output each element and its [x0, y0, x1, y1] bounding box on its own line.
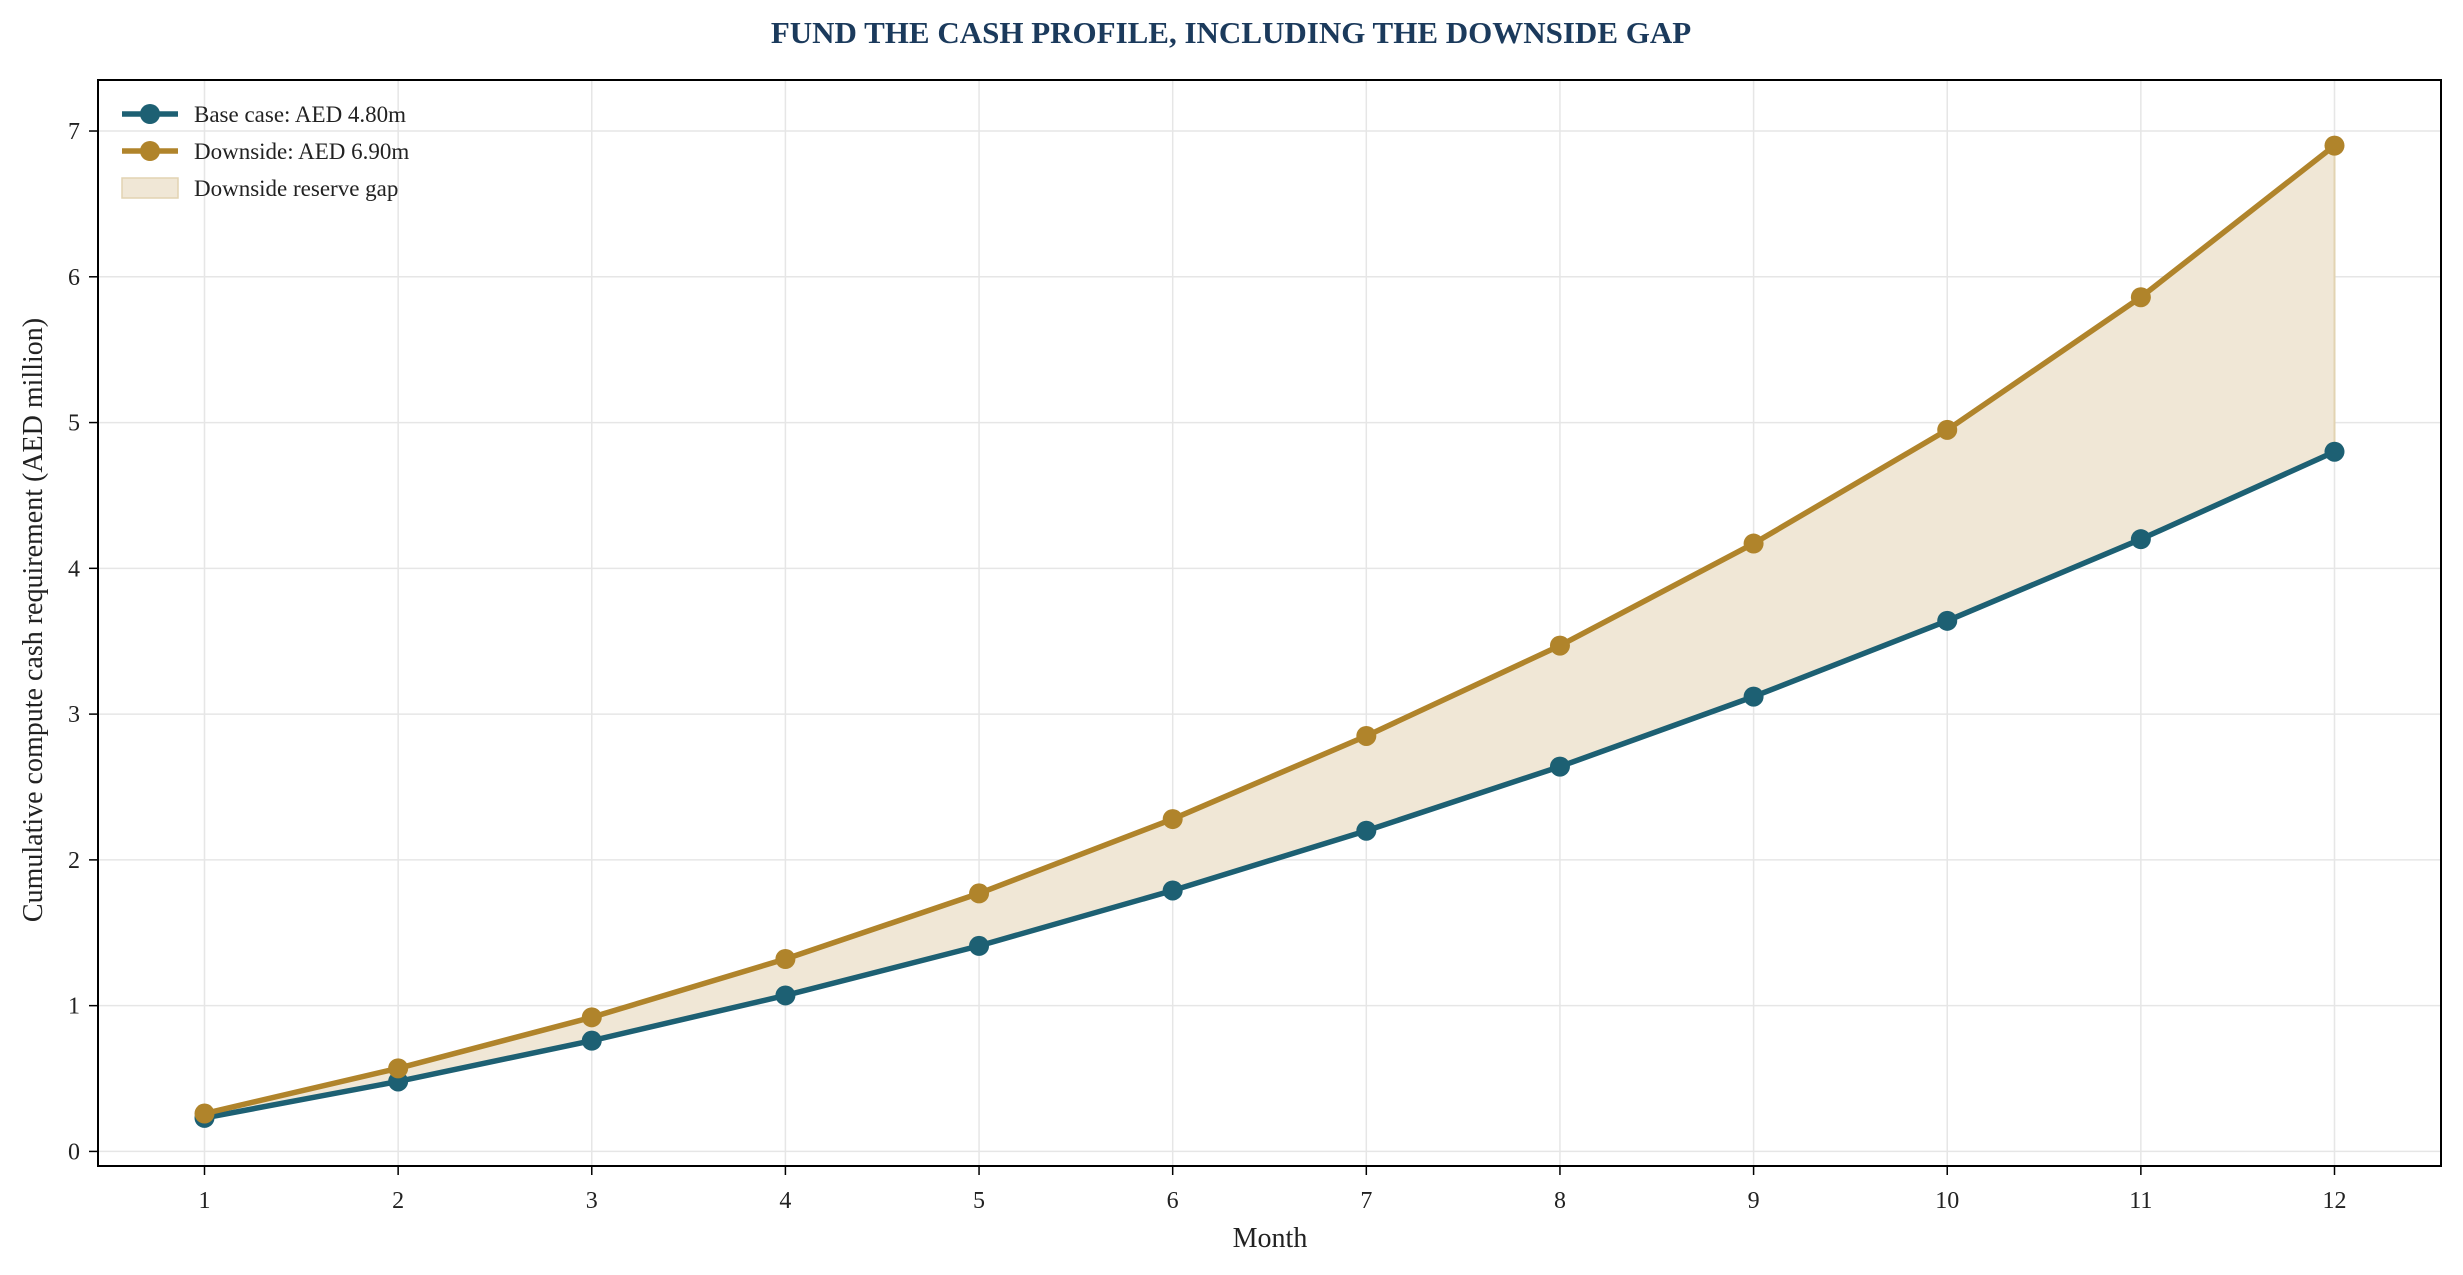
y-tick-label: 4 [68, 556, 80, 582]
base-case-point [1356, 820, 1377, 841]
x-axis-label: Month [1233, 1223, 1308, 1254]
chart-title: FUND THE CASH PROFILE, INCLUDING THE DOW… [771, 15, 1691, 50]
downside-point [1743, 533, 1764, 554]
base-case-point [1549, 756, 1570, 777]
base-case-point [1937, 610, 1958, 631]
x-tick-label: 8 [1554, 1188, 1566, 1214]
legend-downside-marker [140, 141, 160, 161]
y-tick-label: 2 [68, 848, 80, 874]
x-tick-label: 6 [1167, 1188, 1179, 1214]
downside-point [388, 1058, 409, 1079]
y-tick-label: 3 [68, 702, 80, 728]
legend-base-case-marker [140, 104, 160, 124]
plot-frame [97, 79, 2442, 1167]
downside-point [775, 949, 796, 970]
x-tick-label: 9 [1748, 1188, 1760, 1214]
y-tick-label: 7 [68, 119, 80, 145]
base-case-point [969, 935, 990, 956]
y-axis: 0 1 2 3 4 5 6 7 [68, 119, 98, 1165]
downside-point [2130, 287, 2151, 308]
y-tick-label: 5 [68, 411, 80, 437]
downside-reserve-gap-area [203, 143, 2336, 1120]
downside-point [1356, 725, 1377, 746]
x-tick-label: 7 [1360, 1188, 1372, 1214]
grid [98, 80, 2441, 1166]
base-case-point [581, 1030, 602, 1051]
x-tick-label: 11 [2129, 1188, 2152, 1214]
x-tick-label: 5 [973, 1188, 985, 1214]
x-tick-label: 1 [199, 1188, 211, 1214]
base-case-point [1743, 686, 1764, 707]
x-tick-label: 2 [392, 1188, 404, 1214]
legend-downside-label: Downside: AED 6.90m [194, 139, 409, 164]
downside-point [1937, 419, 1958, 440]
x-tick-label: 10 [1935, 1188, 1959, 1214]
y-tick-label: 1 [68, 994, 80, 1020]
downside-point [194, 1103, 215, 1124]
downside-point [1549, 635, 1570, 656]
series-layer [194, 135, 2345, 1128]
base-case-point [1162, 880, 1183, 901]
x-tick-label: 12 [2323, 1188, 2347, 1214]
downside-line [201, 142, 2338, 1117]
downside-point [581, 1007, 602, 1028]
downside-point [2324, 135, 2345, 156]
base-case-point [2130, 529, 2151, 550]
x-tick-label: 4 [779, 1188, 791, 1214]
legend-base-case-label: Base case: AED 4.80m [194, 102, 406, 127]
y-tick-label: 6 [68, 265, 80, 291]
y-tick-label: 0 [68, 1139, 80, 1165]
downside-point [969, 883, 990, 904]
legend: Base case: AED 4.80m Downside: AED 6.90m D… [121, 102, 409, 201]
y-axis-label: Cumulative compute cash requirement (AED… [18, 318, 49, 922]
legend-gap-swatch [121, 177, 179, 199]
base-case-line [201, 448, 2338, 1121]
x-tick-label: 3 [586, 1188, 598, 1214]
legend-gap-label: Downside reserve gap [194, 176, 398, 201]
base-case-point [2324, 441, 2345, 462]
x-axis: 1 2 3 4 5 6 7 8 9 10 11 12 [199, 1166, 2347, 1214]
downside-point [1162, 809, 1183, 830]
base-case-point [775, 985, 796, 1006]
